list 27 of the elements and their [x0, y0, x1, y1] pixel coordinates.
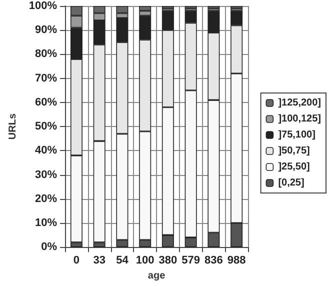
legend-label: [0,25]	[278, 178, 304, 188]
y-tick-label: 0%	[41, 241, 58, 254]
y-tick-label: 50%	[35, 120, 58, 133]
x-tick-label: 579	[182, 254, 200, 267]
x-tick-label: 836	[204, 254, 223, 267]
x-tick-label: 33	[93, 254, 106, 267]
y-tick-label: 90%	[35, 24, 58, 36]
legend-label: ]100,125]	[278, 114, 322, 124]
legend-label: ]25,50]	[278, 162, 310, 172]
y-tick-label: 30%	[35, 168, 58, 181]
x-tick-label: 988	[227, 254, 246, 267]
x-axis-title: age	[148, 270, 166, 282]
y-tick-label: 60%	[35, 96, 58, 108]
x-tick-label: 380	[158, 254, 178, 267]
legend-label: ]125,200]	[278, 98, 322, 108]
y-tick-label: 80%	[35, 48, 58, 60]
y-tick-label: 40%	[35, 144, 58, 157]
y-tick-label: 100%	[28, 0, 58, 12]
y-tick-label: 70%	[35, 72, 58, 84]
x-tick-label: 54	[116, 254, 130, 267]
x-tick-label: 100	[136, 254, 154, 267]
legend-label: ]75,100]	[278, 130, 316, 140]
y-tick-label: 20%	[35, 192, 58, 205]
x-tick-label: 0	[73, 254, 80, 267]
y-tick-label: 10%	[35, 216, 58, 229]
legend-label: ]50,75]	[278, 146, 310, 156]
y-axis-title: URLs	[8, 113, 18, 140]
